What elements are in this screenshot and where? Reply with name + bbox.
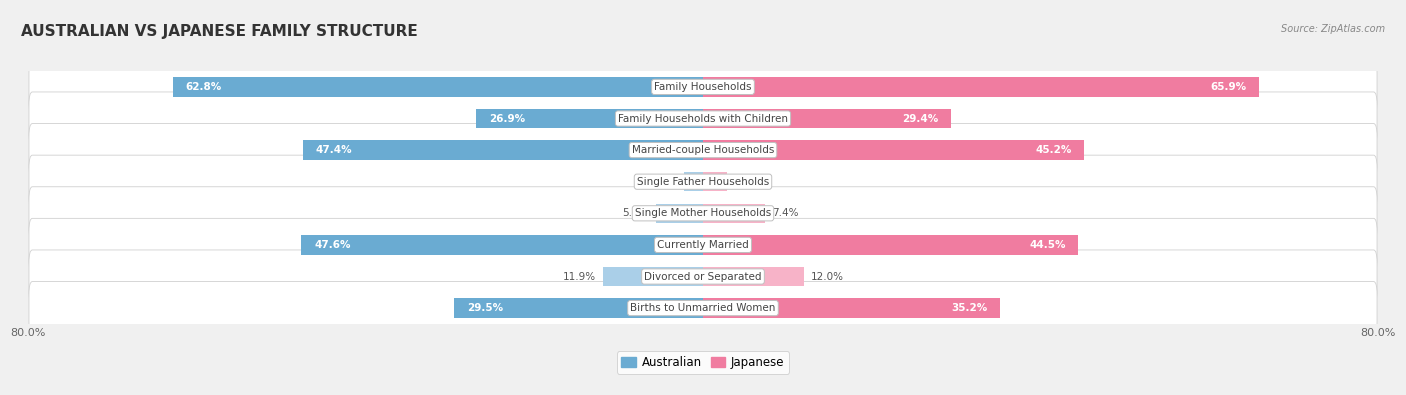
Text: 11.9%: 11.9% xyxy=(562,271,596,282)
Bar xyxy=(703,267,804,286)
Text: 2.8%: 2.8% xyxy=(734,177,759,187)
Text: 26.9%: 26.9% xyxy=(489,113,524,124)
FancyBboxPatch shape xyxy=(30,187,1376,240)
Text: 44.5%: 44.5% xyxy=(1029,240,1066,250)
Text: Married-couple Households: Married-couple Households xyxy=(631,145,775,155)
Text: Source: ZipAtlas.com: Source: ZipAtlas.com xyxy=(1281,24,1385,34)
Text: 45.2%: 45.2% xyxy=(1035,145,1071,155)
Text: 35.2%: 35.2% xyxy=(950,303,987,313)
Text: Single Father Households: Single Father Households xyxy=(637,177,769,187)
Bar xyxy=(603,267,703,286)
Text: 47.4%: 47.4% xyxy=(316,145,353,155)
Bar xyxy=(703,235,1078,255)
FancyBboxPatch shape xyxy=(30,155,1376,208)
FancyBboxPatch shape xyxy=(30,60,1376,113)
Text: AUSTRALIAN VS JAPANESE FAMILY STRUCTURE: AUSTRALIAN VS JAPANESE FAMILY STRUCTURE xyxy=(21,24,418,39)
Bar xyxy=(685,172,703,192)
Text: 29.4%: 29.4% xyxy=(903,113,938,124)
FancyBboxPatch shape xyxy=(30,124,1376,177)
FancyBboxPatch shape xyxy=(30,218,1376,271)
Bar xyxy=(655,203,703,223)
Text: 29.5%: 29.5% xyxy=(467,303,503,313)
Text: Family Households: Family Households xyxy=(654,82,752,92)
Text: 62.8%: 62.8% xyxy=(186,82,222,92)
Bar xyxy=(703,77,1258,97)
FancyBboxPatch shape xyxy=(30,282,1376,335)
Bar xyxy=(477,109,703,128)
Text: Currently Married: Currently Married xyxy=(657,240,749,250)
Text: 65.9%: 65.9% xyxy=(1211,82,1246,92)
Bar xyxy=(703,203,765,223)
FancyBboxPatch shape xyxy=(30,250,1376,303)
Text: 7.4%: 7.4% xyxy=(772,208,799,218)
Bar xyxy=(703,140,1084,160)
Legend: Australian, Japanese: Australian, Japanese xyxy=(617,351,789,374)
Text: Single Mother Households: Single Mother Households xyxy=(636,208,770,218)
Text: 47.6%: 47.6% xyxy=(314,240,350,250)
Text: Family Households with Children: Family Households with Children xyxy=(619,113,787,124)
Text: 5.6%: 5.6% xyxy=(623,208,650,218)
Bar xyxy=(703,109,950,128)
Text: 12.0%: 12.0% xyxy=(811,271,844,282)
Bar xyxy=(301,235,703,255)
Bar xyxy=(304,140,703,160)
Bar xyxy=(454,298,703,318)
Bar xyxy=(173,77,703,97)
Text: Births to Unmarried Women: Births to Unmarried Women xyxy=(630,303,776,313)
Bar xyxy=(703,298,1000,318)
Bar xyxy=(703,172,727,192)
Text: Divorced or Separated: Divorced or Separated xyxy=(644,271,762,282)
Text: 2.2%: 2.2% xyxy=(651,177,678,187)
FancyBboxPatch shape xyxy=(30,92,1376,145)
